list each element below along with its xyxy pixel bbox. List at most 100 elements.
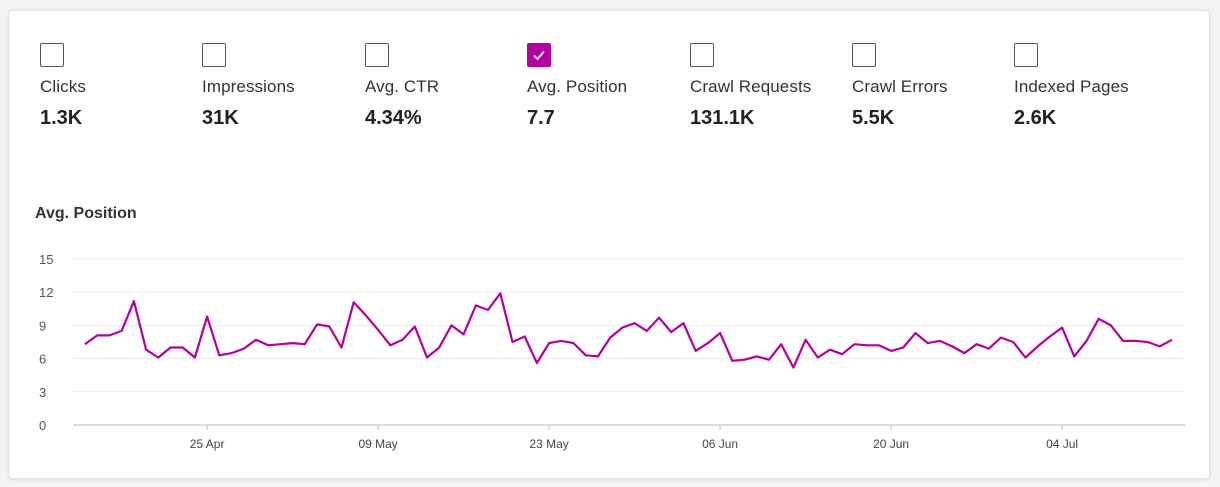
avg-ctr-checkbox[interactable]: [365, 43, 389, 67]
y-tick-label: 0: [39, 418, 46, 433]
data-point: [1110, 324, 1112, 326]
data-point: [670, 331, 672, 333]
performance-card: Clicks 1.3K Impressions 31K Avg. CTR 4.3…: [8, 10, 1210, 479]
data-point: [1049, 335, 1051, 337]
data-point: [121, 330, 123, 332]
data-point: [133, 300, 135, 302]
metrics-row: Clicks 1.3K Impressions 31K Avg. CTR 4.3…: [9, 11, 1209, 151]
x-tick-label: 04 Jul: [1046, 437, 1078, 451]
data-point: [267, 344, 269, 346]
data-point: [951, 345, 953, 347]
data-point: [536, 362, 538, 364]
data-point: [1134, 340, 1136, 342]
data-point: [939, 340, 941, 342]
data-point: [182, 346, 184, 348]
data-point: [255, 339, 257, 341]
y-tick-label: 3: [39, 385, 46, 400]
data-point: [756, 355, 758, 357]
metric-label: Impressions: [202, 77, 295, 96]
data-point: [914, 332, 916, 334]
data-point: [1037, 345, 1039, 347]
data-point: [401, 339, 403, 341]
metric-value: 131.1K: [690, 107, 755, 129]
x-tick-label: 09 May: [358, 437, 397, 451]
data-point: [206, 315, 208, 317]
data-point: [743, 359, 745, 361]
data-point: [768, 359, 770, 361]
data-point: [414, 325, 416, 327]
y-tick-label: 12: [39, 285, 53, 300]
data-point: [243, 348, 245, 350]
data-point: [475, 304, 477, 306]
impressions-checkbox[interactable]: [202, 43, 226, 67]
data-point: [902, 346, 904, 348]
data-point: [585, 354, 587, 356]
data-point: [963, 352, 965, 354]
data-point: [1085, 340, 1087, 342]
data-point: [597, 355, 599, 357]
metric-value: 5.5K: [852, 107, 895, 129]
avg-position-series-line: [84, 292, 1173, 369]
data-point: [853, 343, 855, 345]
data-point: [218, 354, 220, 356]
x-tick-label: 06 Jun: [702, 437, 738, 451]
data-point: [487, 309, 489, 311]
data-point: [1012, 341, 1014, 343]
y-tick-label: 9: [39, 318, 46, 333]
data-point: [426, 356, 428, 358]
metric-value: 2.6K: [1014, 107, 1057, 129]
x-tick-label: 25 Apr: [190, 437, 225, 451]
data-point: [731, 360, 733, 362]
metric-crawl-requests[interactable]: Crawl Requests 131.1K: [690, 43, 840, 130]
metric-label: Crawl Requests: [690, 77, 812, 96]
data-point: [389, 344, 391, 346]
check-icon: [533, 50, 545, 61]
data-point: [572, 342, 574, 344]
x-tick-label: 23 May: [529, 437, 568, 451]
data-point: [695, 350, 697, 352]
data-point: [707, 342, 709, 344]
clicks-checkbox[interactable]: [40, 43, 64, 67]
data-point: [780, 343, 782, 345]
data-point: [609, 336, 611, 338]
x-tick-label: 20 Jun: [873, 437, 909, 451]
metric-clicks[interactable]: Clicks 1.3K: [40, 43, 190, 130]
data-point: [975, 343, 977, 345]
data-point: [1073, 355, 1075, 357]
data-point: [560, 340, 562, 342]
crawl-requests-checkbox[interactable]: [690, 43, 714, 67]
indexed-pages-checkbox[interactable]: [1014, 43, 1038, 67]
data-point: [194, 356, 196, 358]
data-point: [548, 342, 550, 344]
metric-crawl-errors[interactable]: Crawl Errors 5.5K: [852, 43, 1002, 130]
data-point: [682, 322, 684, 324]
data-point: [719, 332, 721, 334]
data-point: [145, 349, 147, 351]
data-point: [1061, 327, 1063, 329]
data-point: [792, 366, 794, 368]
data-point: [890, 350, 892, 352]
data-point: [279, 343, 281, 345]
metric-impressions[interactable]: Impressions 31K: [202, 43, 352, 130]
data-point: [841, 353, 843, 355]
data-point: [829, 349, 831, 351]
metric-avg-ctr[interactable]: Avg. CTR 4.34%: [365, 43, 515, 130]
data-point: [157, 356, 159, 358]
y-tick-label: 15: [39, 252, 53, 267]
metric-indexed-pages[interactable]: Indexed Pages 2.6K: [1014, 43, 1164, 130]
data-point: [1146, 341, 1148, 343]
data-point: [438, 346, 440, 348]
avg-position-checkbox[interactable]: [527, 43, 551, 67]
data-point: [1098, 318, 1100, 320]
metric-avg-position[interactable]: Avg. Position 7.7: [527, 43, 677, 130]
metric-label: Avg. Position: [527, 77, 628, 96]
data-point: [353, 301, 355, 303]
data-point: [328, 325, 330, 327]
data-point: [499, 292, 501, 294]
data-point: [621, 327, 623, 329]
crawl-errors-checkbox[interactable]: [852, 43, 876, 67]
data-point: [316, 323, 318, 325]
metric-label: Clicks: [40, 77, 86, 96]
data-point: [1024, 356, 1026, 358]
data-point: [377, 329, 379, 331]
